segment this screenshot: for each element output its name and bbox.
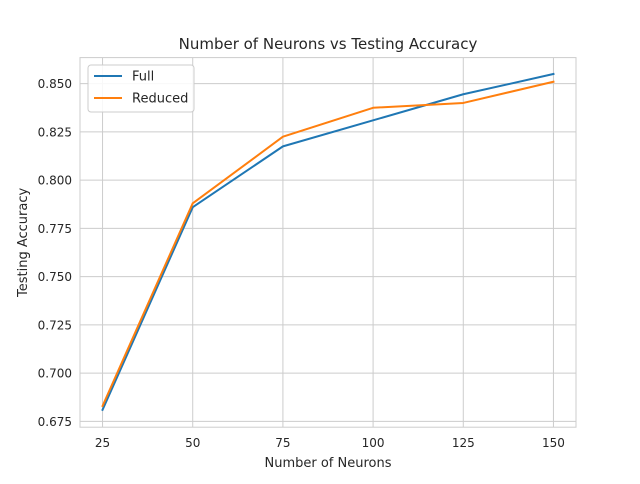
x-tick-label: 75 [275, 436, 290, 450]
legend: Full Reduced [87, 64, 195, 113]
x-tick-label: 25 [95, 436, 110, 450]
y-axis-label: Testing Accuracy [16, 188, 31, 298]
data-point-full [552, 73, 554, 75]
y-tick-label: 0.700 [38, 367, 72, 381]
data-point-reduced [282, 136, 284, 138]
chart-title: Number of Neurons vs Testing Accuracy [179, 35, 478, 53]
y-tick-label: 0.850 [38, 77, 72, 91]
data-point-reduced [372, 107, 374, 109]
data-point-reduced [102, 405, 104, 407]
data-point-reduced [192, 202, 194, 204]
y-tick-label: 0.675 [38, 415, 72, 429]
x-tick-label: 100 [362, 436, 385, 450]
x-gridlines [102, 57, 554, 428]
data-point-full [282, 145, 284, 147]
x-tick-label: 125 [452, 436, 475, 450]
data-point-full [102, 409, 104, 411]
y-tick-label: 0.800 [38, 174, 72, 188]
series-line-reduced [101, 80, 555, 408]
data-point-reduced [462, 102, 464, 104]
data-point-full [372, 119, 374, 121]
y-tick-label: 0.750 [38, 270, 72, 284]
x-tick-label: 50 [185, 436, 200, 450]
y-tick-label: 0.775 [38, 222, 72, 236]
legend-label-full: Full [132, 70, 154, 85]
y-gridlines [80, 83, 576, 422]
x-axis-label: Number of Neurons [264, 456, 391, 471]
series-line-full [101, 72, 555, 412]
data-point-reduced [552, 81, 554, 83]
series-lines [101, 72, 555, 412]
x-tick-label: 150 [542, 436, 565, 450]
y-tick-labels: 0.675 0.700 0.725 0.750 0.775 0.800 0.825 0.850 [38, 77, 72, 429]
data-point-full [462, 93, 464, 95]
y-tick-label: 0.725 [38, 318, 72, 332]
legend-label-reduced: Reduced [132, 92, 188, 107]
plot-area [79, 57, 577, 428]
x-tick-labels: 25 50 75 100 125 150 [95, 436, 565, 450]
y-tick-label: 0.825 [38, 125, 72, 139]
